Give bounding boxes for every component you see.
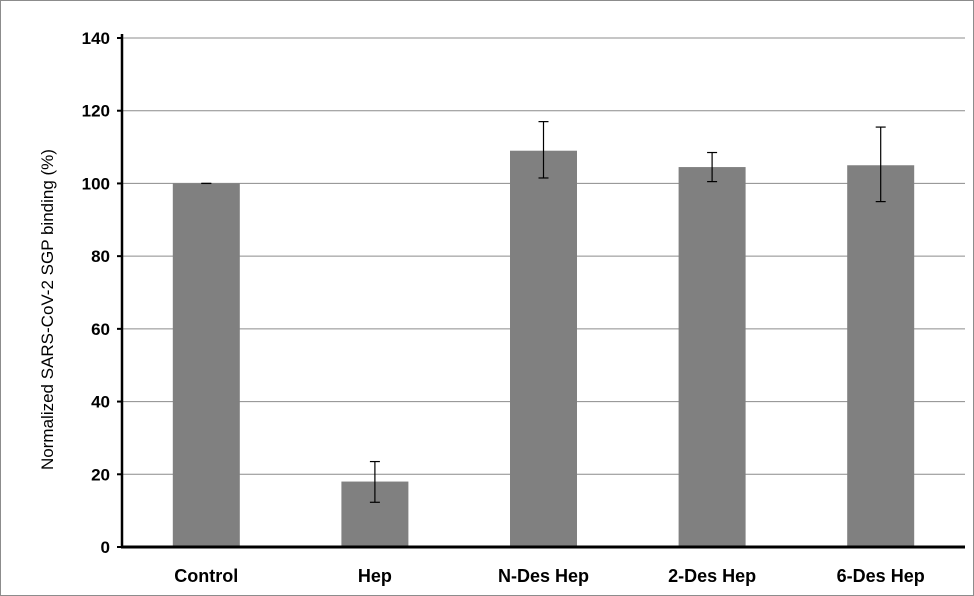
bar-2-des-hep [678,167,746,547]
bar-n-des-hep [510,150,577,547]
x-category-label: Hep [358,566,392,586]
bar-6-des-hep [847,165,915,547]
axes [117,34,965,549]
x-category-label: N-Des Hep [498,566,589,586]
bar-control [172,183,240,547]
x-category-label: Control [174,566,238,586]
y-axis-title: Normalized SARS-CoV-2 SGP binding (%) [38,149,57,470]
x-category-label: 2-Des Hep [668,566,756,586]
y-tick-label: 140 [82,29,110,48]
y-tick-label: 40 [91,393,110,412]
x-category-label: 6-Des Hep [837,566,925,586]
error-bars [201,121,886,503]
y-tick-labels: 0 20 40 60 80 100 120 140 [82,29,110,557]
y-tick-label: 60 [91,320,110,339]
y-tick-label: 120 [82,102,110,121]
y-tick-label: 80 [91,247,110,266]
y-tick-label: 0 [101,538,110,557]
x-category-labels: Control Hep N-Des Hep 2-Des Hep 6-Des Hep [174,566,924,586]
y-tick-label: 20 [91,465,110,484]
y-tick-label: 100 [82,174,110,193]
bars [172,150,915,547]
